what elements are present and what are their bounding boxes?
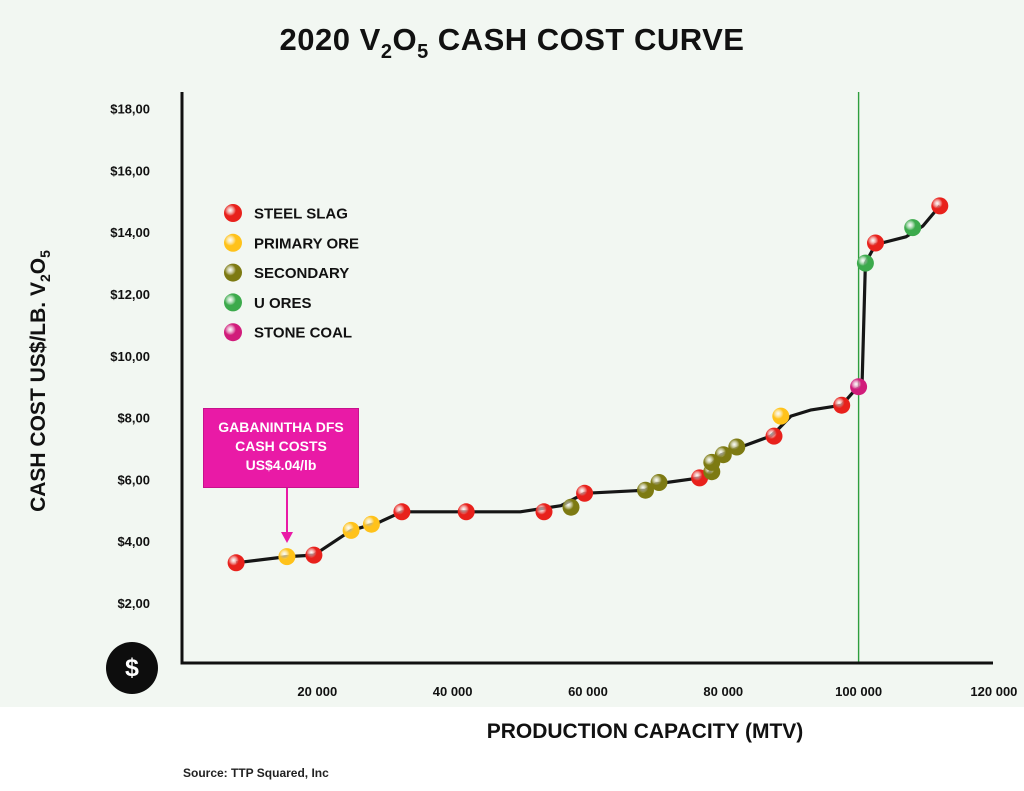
data-point-u [856,254,874,272]
x-tick-label: 80 000 [703,684,743,699]
data-point-steel [535,503,553,521]
legend-label-secondary: SECONDARY [254,265,349,282]
title-sub2: 5 [417,41,429,63]
data-point-steel [305,546,323,564]
data-point-steel [765,427,783,445]
axes [180,92,993,665]
data-point-steel [867,234,884,252]
gabanintha-callout: GABANINTHA DFS CASH COSTS US$4.04/lb [203,408,359,488]
x-tick-label: 120 000 [970,684,1017,699]
data-point-steel [393,503,411,521]
legend-label-primary: PRIMARY ORE [254,235,359,252]
x-tick-label: 40 000 [433,684,473,699]
data-point-primary [278,548,296,566]
x-tick-label: 60 000 [568,684,608,699]
title-sub1: 2 [380,41,393,63]
callout-line1: GABANINTHA DFS [218,419,344,435]
y-tick-label: $12,00 [110,287,150,302]
data-point-primary [342,521,360,539]
callout-line2: CASH COSTS [235,438,327,454]
data-point-secondary [728,438,746,456]
y-tick-label: $2,00 [117,596,150,611]
y-tick-label: $16,00 [110,163,150,178]
y-tick-label: $14,00 [110,225,150,240]
data-point-primary [362,515,380,533]
cost-curve-line-layer [235,204,942,565]
callout-arrow-layer [281,488,293,543]
legend-label-u: U ORES [254,295,312,312]
callout-arrow-head [281,532,293,543]
data-point-secondary [562,498,580,516]
legend-marker-secondary [224,263,242,282]
tick-labels: $2,00 $4,00 $6,00 $8,00 $10,00 $12,00 $14,00 $1… [110,102,1017,699]
legend-marker-primary [224,233,242,252]
dollar-icon: $ [106,642,158,694]
legend-label-stone: STONE COAL [254,325,352,342]
title-end: CASH COST CURVE [428,22,745,57]
y-tick-label: $18,00 [110,102,150,117]
data-point-steel [931,197,949,215]
legend-marker-u [224,293,242,312]
legend-marker-steel [224,204,242,222]
title-mid: O [392,22,418,57]
chart-title: 2020 V2O5 CASH COST CURVE [0,22,1024,63]
y-tick-label: $6,00 [117,472,150,487]
source-note: Source: TTP Squared, Inc [183,766,329,780]
legend: STEEL SLAG PRIMARY ORE SECONDARY U ORES STON… [224,204,359,342]
data-point-steel [457,503,475,521]
data-point-steel [833,396,851,414]
data-point-u [904,219,922,237]
x-tick-label: 100 000 [835,684,882,699]
data-point-secondary [650,474,668,491]
x-axis-label: PRODUCTION CAPACITY (MTV) [486,720,804,743]
title-main: 2020 V [279,22,381,57]
legend-marker-stone [224,323,242,342]
x-tick-label: 20 000 [297,684,337,699]
y-tick-label: $10,00 [110,349,150,364]
data-point-steel [576,484,594,502]
callout-line3: US$4.04/lb [245,457,317,473]
y-tick-label: $8,00 [117,411,150,426]
data-point-secondary [637,481,654,499]
data-point-steel [227,554,245,572]
cost-curve-line [235,204,942,565]
cost-curve-chart: $2,00 $4,00 $6,00 $8,00 $10,00 $12,00 $14,00 $1… [110,92,1017,699]
legend-label-steel: STEEL SLAG [254,206,348,223]
data-points [227,197,949,572]
y-tick-label: $4,00 [117,534,150,549]
data-point-primary [772,407,790,425]
data-point-stone [850,378,868,396]
chart-background [0,0,1024,707]
data-point-secondary [714,446,732,464]
